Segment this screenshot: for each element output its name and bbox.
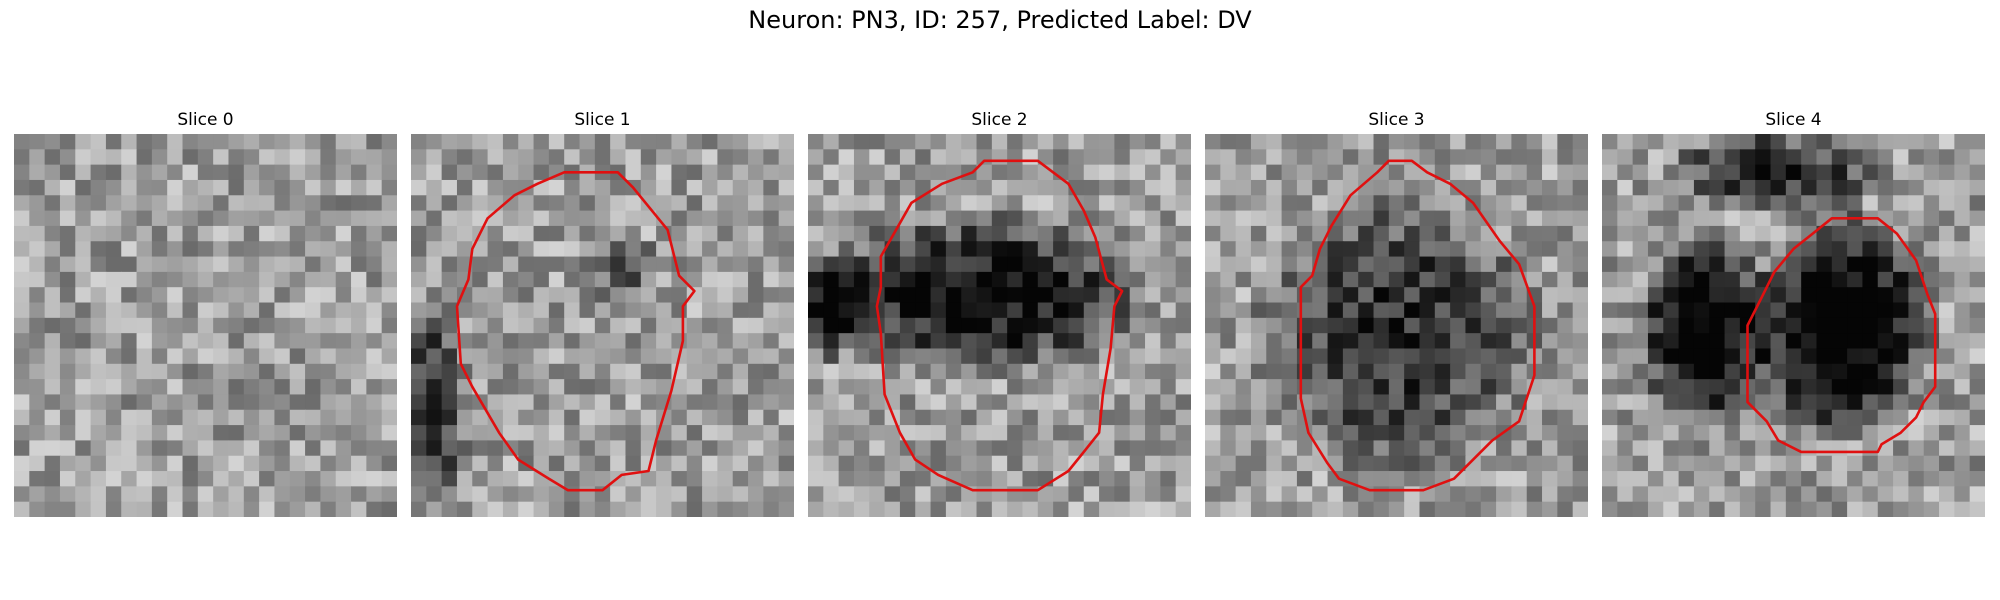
figure-title: Neuron: PN3, ID: 257, Predicted Label: D… — [748, 6, 1252, 34]
slice-panel-2: Slice 2 — [808, 108, 1191, 517]
slice-panel-0: Slice 0 — [14, 108, 397, 517]
slice-title: Slice 3 — [1368, 110, 1425, 130]
pixel-grid — [1205, 134, 1588, 517]
slice-image — [808, 134, 1191, 517]
pixel-grid — [14, 134, 397, 517]
slice-panel-1: Slice 1 — [411, 108, 794, 517]
slice-title: Slice 0 — [177, 110, 234, 130]
slice-image — [411, 134, 794, 517]
slice-panel-3: Slice 3 — [1205, 108, 1588, 517]
segmentation-contour — [875, 159, 1124, 492]
slice-image — [1602, 134, 1985, 517]
pixel-grid — [411, 134, 794, 517]
segmentation-contour — [1299, 159, 1536, 492]
slice-panel-4: Slice 4 — [1602, 108, 1985, 517]
slice-image — [1205, 134, 1588, 517]
segmentation-contour — [1746, 217, 1937, 454]
slice-title: Slice 2 — [971, 110, 1028, 130]
segmentation-contour — [455, 170, 696, 492]
slice-image — [14, 134, 397, 517]
slice-title: Slice 4 — [1765, 110, 1822, 130]
pixel-grid — [1602, 134, 1985, 517]
slice-title: Slice 1 — [574, 110, 631, 130]
pixel-grid — [808, 134, 1191, 517]
